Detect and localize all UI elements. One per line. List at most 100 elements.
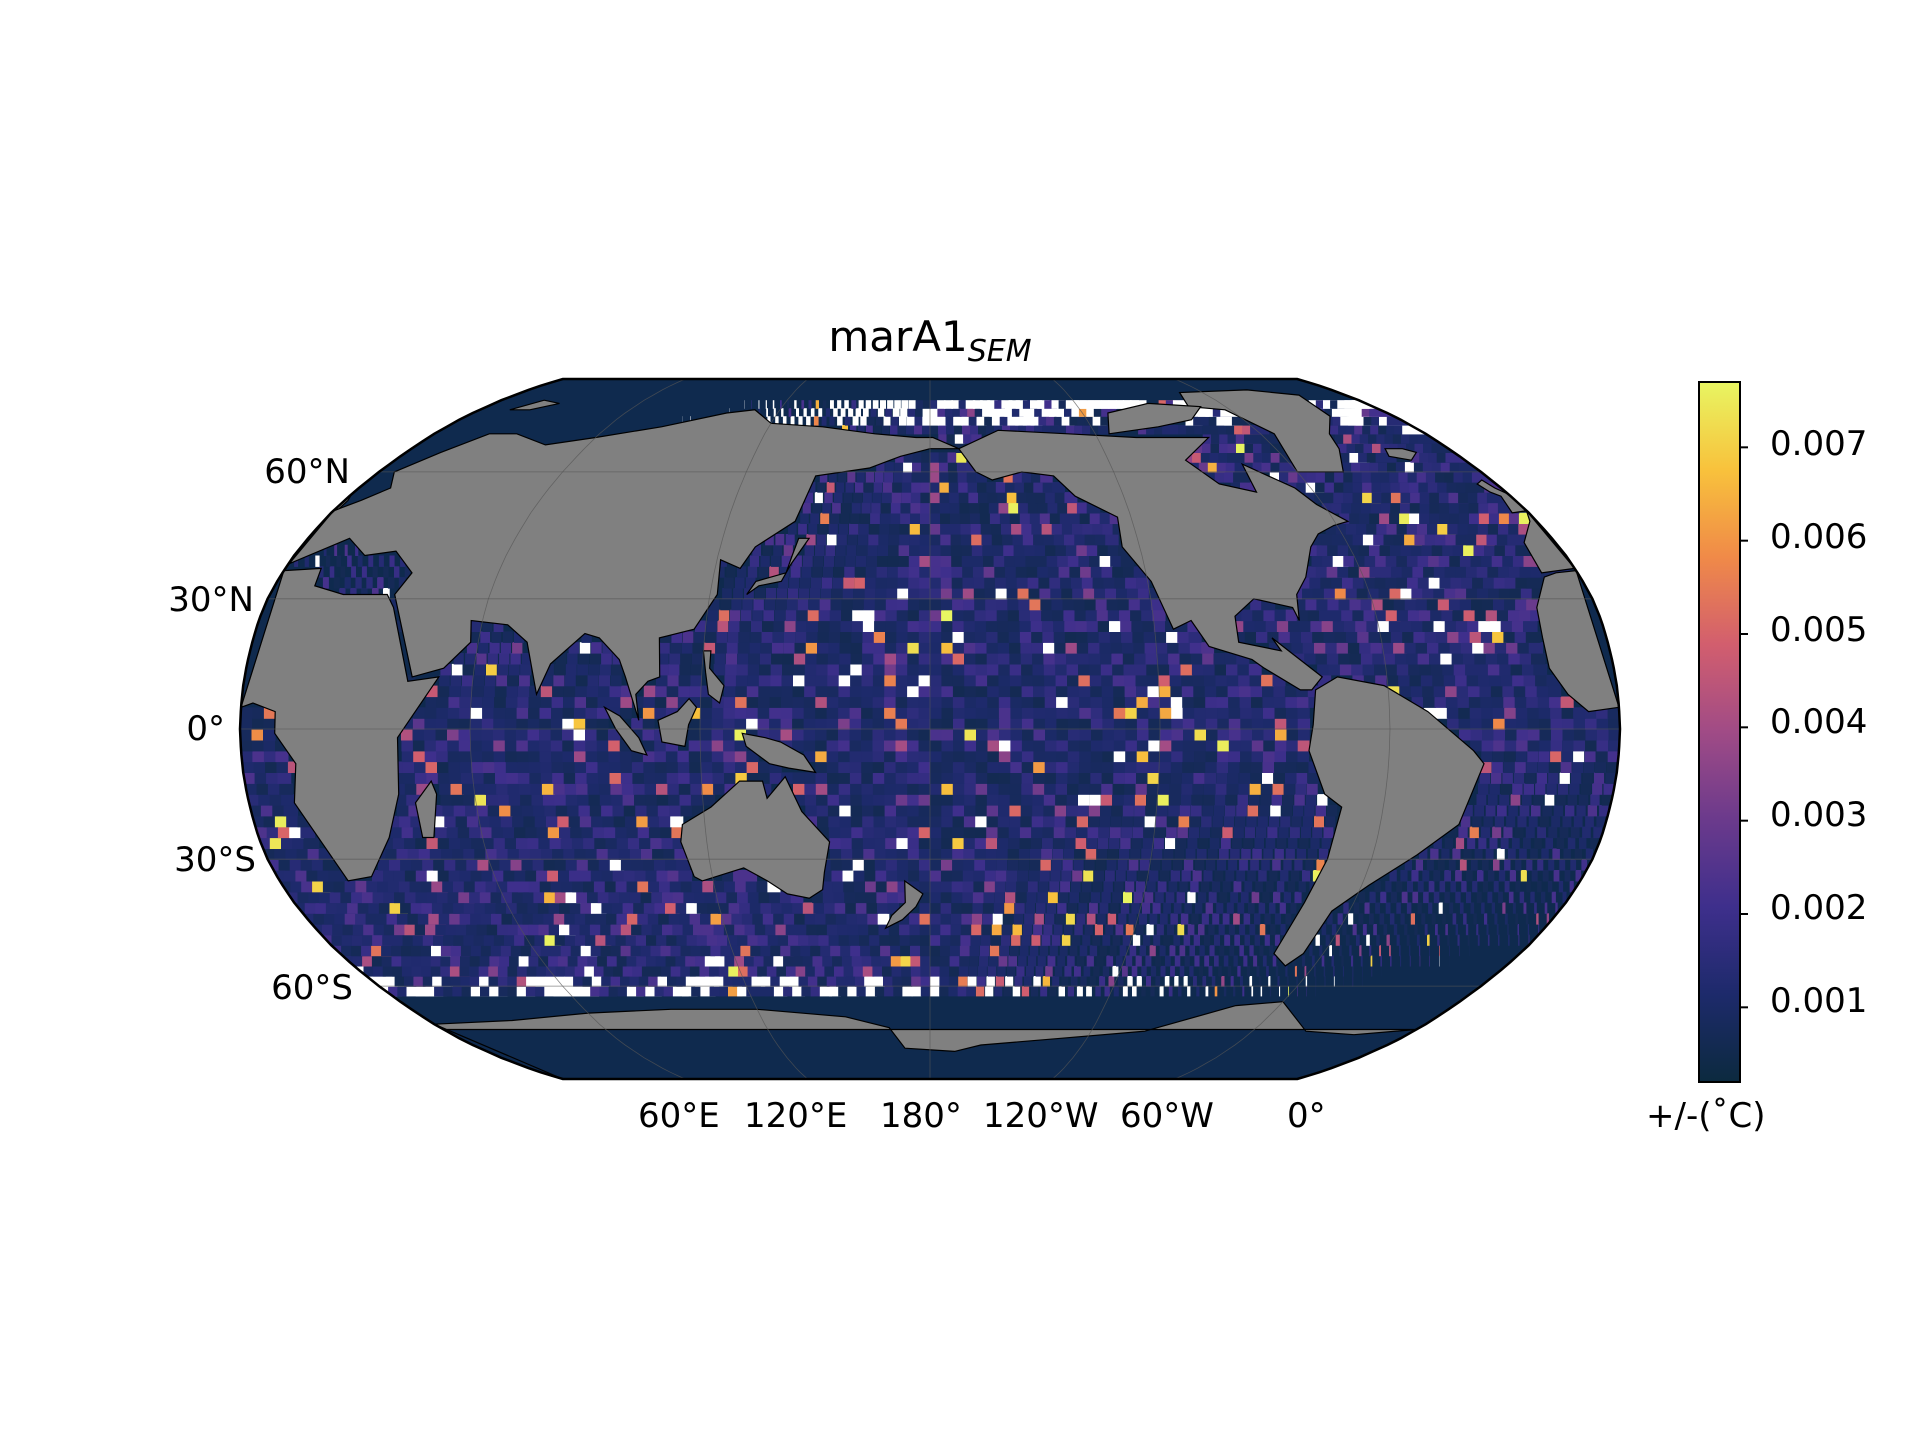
sem-cell (951, 902, 962, 914)
sem-cell (1254, 620, 1268, 632)
sem-cell (772, 631, 784, 643)
sem-cell (908, 880, 920, 893)
sem-cell (623, 805, 637, 817)
sem-cell (769, 891, 783, 904)
sem-cell (1004, 555, 1017, 567)
sem-cell (709, 965, 724, 977)
sem-cell (1370, 642, 1385, 654)
sem-cell (1276, 620, 1291, 632)
sem-cell (351, 566, 356, 578)
sem-cell (895, 452, 904, 463)
sem-cell (463, 902, 482, 914)
sem-cell (1122, 986, 1128, 997)
sem-cell (1146, 663, 1159, 676)
sem-cell (1127, 976, 1133, 987)
sem-cell (539, 750, 553, 763)
sem-cell (1021, 934, 1031, 946)
sem-cell (1211, 976, 1216, 987)
sem-cell (830, 859, 843, 871)
sem-cell (1080, 566, 1094, 578)
sem-cell (1216, 902, 1224, 914)
sem-cell (1180, 663, 1194, 676)
sem-cell (886, 880, 899, 893)
sem-cell (579, 924, 596, 936)
sem-cell (930, 642, 942, 654)
sem-cell (1001, 934, 1011, 946)
sem-cell (425, 761, 439, 773)
sem-cell (441, 848, 456, 860)
sem-cell (512, 642, 523, 654)
sem-cell (617, 986, 635, 997)
sem-cell (243, 772, 258, 784)
sem-cell (450, 783, 464, 795)
sem-cell (970, 934, 981, 946)
sem-cell (1093, 965, 1100, 977)
sem-cell (975, 815, 987, 828)
sem-cell (1043, 642, 1056, 654)
sem-cell (654, 696, 667, 708)
sem-cell (447, 750, 461, 763)
sem-cell (814, 492, 823, 504)
sem-cell (378, 859, 395, 871)
sem-cell (1285, 965, 1288, 977)
sem-cell (756, 880, 770, 893)
sem-cell (1430, 609, 1446, 622)
sem-cell (452, 848, 467, 860)
sem-cell (1205, 902, 1213, 914)
sem-cell (920, 482, 931, 493)
sem-cell (962, 870, 974, 882)
sem-cell (1224, 805, 1236, 817)
sem-cell (1055, 913, 1065, 925)
sem-cell (1067, 750, 1080, 763)
sem-cell (577, 955, 595, 967)
sem-cell (1065, 815, 1077, 828)
sem-cell (1564, 870, 1571, 882)
sem-cell (516, 729, 529, 741)
sem-cell (903, 452, 913, 463)
sem-cell (1120, 555, 1135, 567)
sem-cell (1304, 805, 1315, 817)
sem-cell (855, 891, 867, 904)
sem-cell (850, 945, 863, 957)
sem-cell (668, 663, 680, 676)
sem-cell (574, 761, 588, 773)
sem-cell (1164, 976, 1170, 987)
sem-cell (1421, 913, 1426, 925)
sem-cell (987, 685, 1000, 698)
sem-cell (1525, 826, 1535, 839)
sem-cell (1230, 848, 1240, 860)
sem-cell (919, 588, 931, 600)
sem-cell (753, 955, 768, 967)
sem-cell (1150, 859, 1161, 871)
sem-cell (1439, 945, 1440, 957)
sem-cell (1088, 653, 1102, 665)
sem-cell (930, 718, 943, 730)
sem-cell (958, 976, 968, 987)
sem-cell (1102, 739, 1115, 752)
sem-cell (1228, 718, 1242, 730)
sem-cell (838, 986, 850, 997)
sem-cell (1298, 729, 1310, 741)
sem-cell (987, 707, 1000, 719)
sem-cell (1410, 685, 1424, 698)
sem-cell (281, 837, 298, 849)
sem-cell (1465, 663, 1479, 676)
sem-cell (895, 772, 908, 784)
sem-cell (1032, 783, 1045, 795)
sem-cell (622, 794, 636, 806)
sem-cell (1070, 577, 1084, 589)
sem-cell (355, 880, 374, 893)
sem-cell (930, 685, 943, 698)
sem-cell (885, 848, 898, 860)
sem-cell (658, 642, 670, 654)
sem-cell (1329, 945, 1332, 957)
sem-cell (1356, 523, 1374, 535)
sem-cell (975, 471, 987, 483)
sem-cell (333, 577, 340, 589)
sem-cell (980, 523, 993, 535)
sem-cell (758, 566, 768, 578)
sem-cell (845, 482, 854, 493)
sem-cell (643, 772, 657, 784)
sem-cell (899, 416, 907, 426)
sem-cell (1338, 598, 1353, 611)
